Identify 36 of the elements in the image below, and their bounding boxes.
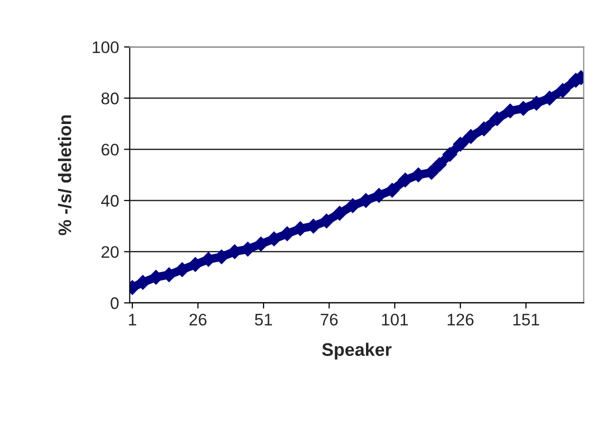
y-tick-label: 60 — [102, 144, 119, 156]
point — [555, 83, 570, 98]
point — [542, 90, 557, 106]
y-tick-label: 20 — [102, 246, 119, 258]
point — [432, 157, 447, 172]
point — [476, 121, 492, 136]
point — [372, 188, 386, 203]
point — [254, 236, 268, 252]
point — [319, 214, 334, 228]
x-tick-label: 151 — [513, 314, 540, 326]
y-tick-label: 80 — [101, 92, 119, 104]
x-tick-label: 51 — [254, 314, 272, 326]
point — [384, 182, 400, 198]
point — [174, 262, 190, 277]
x-tick-label: 1 — [128, 314, 136, 326]
point — [188, 257, 203, 272]
point — [135, 275, 150, 290]
point — [529, 96, 544, 111]
point — [442, 147, 458, 162]
x-tick-label: 26 — [190, 314, 206, 326]
y-tick-label: 0 — [110, 297, 119, 310]
y-tick-label: 100 — [92, 41, 119, 54]
point — [358, 193, 374, 208]
point — [452, 136, 468, 152]
point — [490, 111, 504, 126]
point — [398, 172, 413, 188]
x-axis-title: Speaker — [322, 342, 392, 360]
y-axis-title: % -/s/ deletion — [58, 115, 72, 236]
point — [266, 231, 282, 246]
point — [463, 129, 478, 144]
x-tick-label: 126 — [448, 314, 474, 326]
point — [345, 198, 360, 214]
point — [332, 206, 348, 221]
x-tick-label: 76 — [320, 314, 338, 326]
x-tick-label: 101 — [382, 314, 408, 326]
y-tick-label: 40 — [101, 194, 119, 207]
